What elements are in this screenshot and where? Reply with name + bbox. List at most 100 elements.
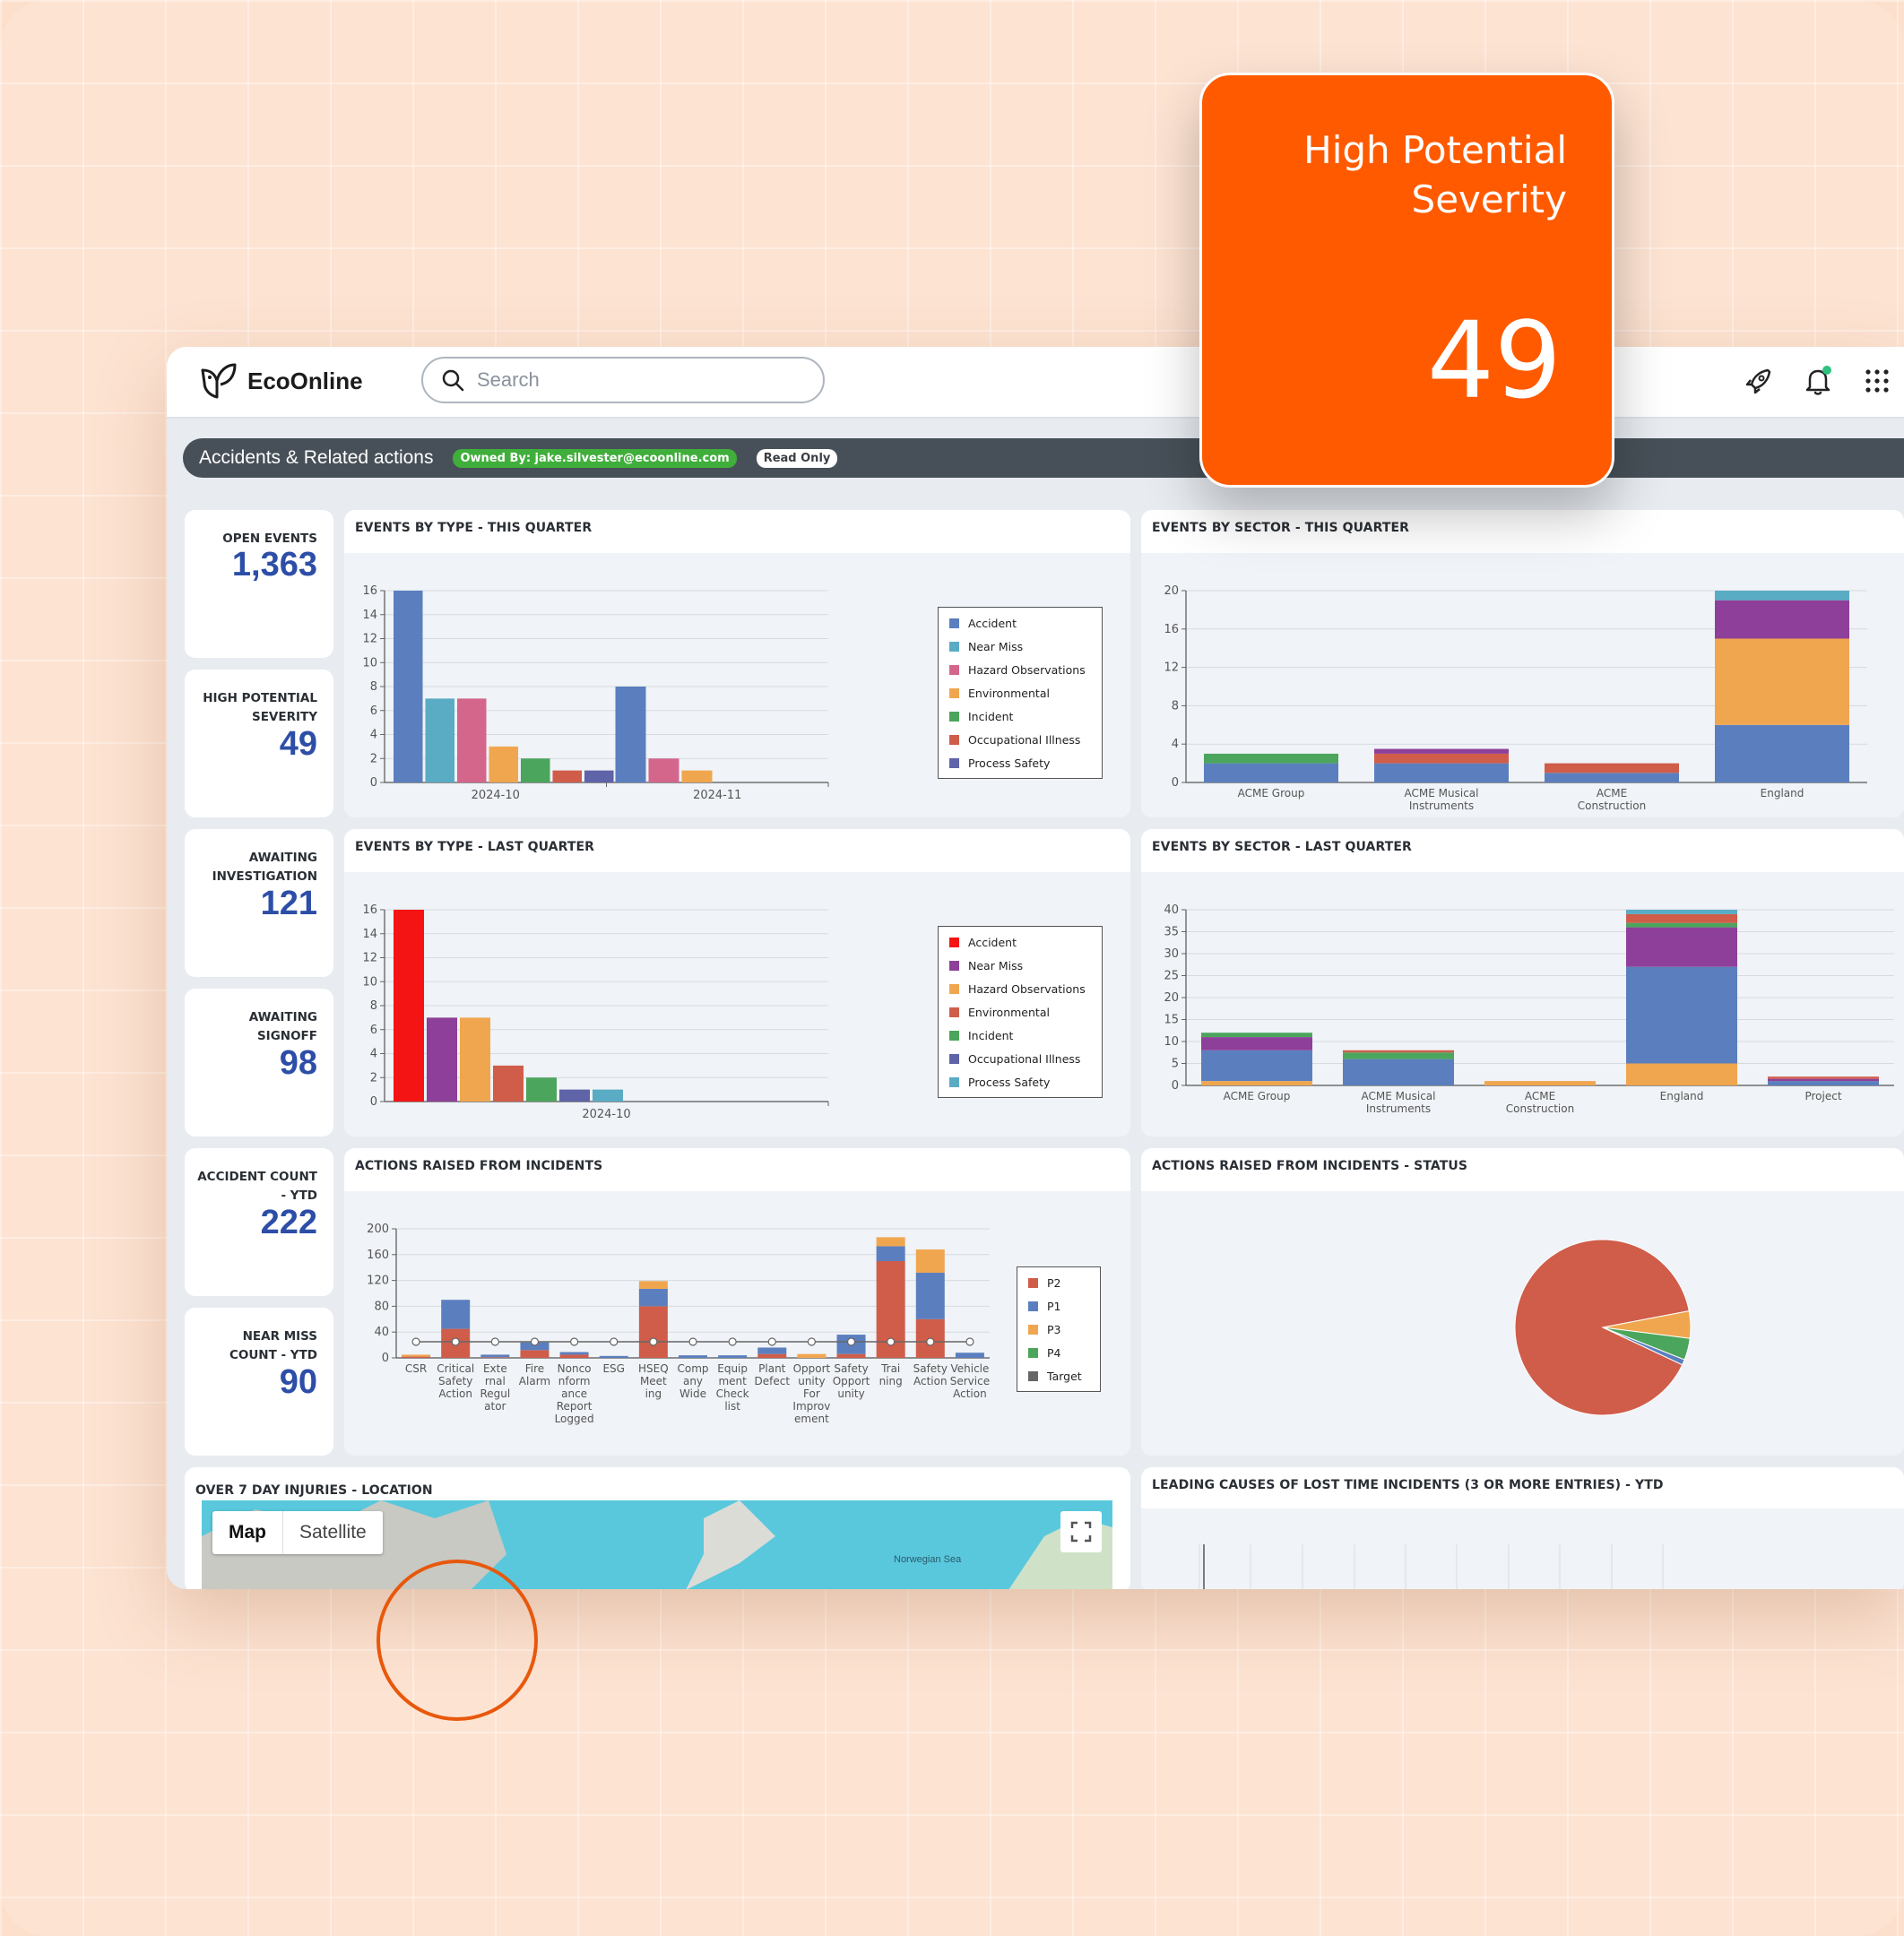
legend-item[interactable]: Occupational Illness: [939, 1047, 1102, 1070]
x-tick-label: Equip: [717, 1362, 748, 1375]
legend-item[interactable]: P1: [1017, 1294, 1100, 1318]
x-tick-label: Construction: [1578, 799, 1646, 812]
x-tick-label: Critical: [437, 1362, 474, 1375]
legend-item[interactable]: Near Miss: [939, 635, 1102, 658]
legend-label: Process Safety: [968, 756, 1051, 770]
legend-item[interactable]: P2: [1017, 1271, 1100, 1294]
chart-legend: Accident Near Miss Hazard Observations Envi…: [938, 607, 1103, 779]
x-tick-label: CSR: [405, 1362, 427, 1375]
dashboard-header: Accidents & Related actions Owned By: ja…: [183, 438, 1904, 478]
bar-segment: [1201, 1081, 1312, 1085]
legend-label: Hazard Observations: [968, 662, 1086, 677]
apps-grid-icon[interactable]: [1859, 363, 1895, 399]
bar-segment: [876, 1237, 905, 1247]
kpi-awaiting-signoff[interactable]: AWAITING SIGNOFF 98: [185, 989, 333, 1137]
y-tick-label: 12: [362, 633, 377, 646]
y-tick-label: 35: [1164, 926, 1179, 939]
y-tick-label: 16: [362, 903, 377, 917]
target-point: [807, 1337, 817, 1346]
bar-segment: [480, 1357, 510, 1358]
y-tick-label: 6: [370, 1024, 377, 1037]
legend-swatch: [949, 983, 959, 994]
bar: [593, 1089, 623, 1102]
bar-segment: [1201, 1033, 1312, 1038]
x-tick-label: list: [724, 1400, 740, 1413]
legend-item[interactable]: Target: [1017, 1364, 1100, 1387]
kpi-accident-count-ytd[interactable]: ACCIDENT COUNT - YTD 222: [185, 1148, 333, 1296]
legend-item[interactable]: Process Safety: [939, 1070, 1102, 1093]
x-tick-label: Logged: [555, 1413, 594, 1425]
panel-body: [1141, 1508, 1904, 1589]
brand-logo[interactable]: EcoOnline: [197, 359, 363, 402]
x-tick-label: 2024-10: [472, 789, 520, 802]
panel-title: EVENTS BY TYPE - THIS QUARTER: [355, 521, 593, 535]
bar-segment: [1343, 1052, 1454, 1059]
bar-segment: [638, 1306, 668, 1358]
legend-item[interactable]: Process Safety: [939, 751, 1102, 774]
map-fullscreen-button[interactable]: [1060, 1511, 1102, 1552]
x-tick-label: ACME Musical: [1405, 787, 1479, 799]
legend-item[interactable]: Accident: [939, 930, 1102, 954]
legend-swatch: [949, 641, 959, 652]
chart-leading-causes-lost-time: [1199, 1544, 1664, 1589]
x-tick-label: 2024-10: [582, 1108, 630, 1121]
search-input[interactable]: [475, 367, 801, 393]
rocket-icon[interactable]: [1741, 363, 1777, 399]
panel-title: EVENTS BY SECTOR - LAST QUARTER: [1152, 840, 1412, 854]
x-tick-label: Nonco: [558, 1362, 592, 1375]
y-tick-label: 12: [1164, 661, 1179, 675]
panel-body: 0 5 10 15 20 25 30 35 40 ACME Group ACME Musical In…: [1141, 872, 1904, 1137]
bar: [526, 1077, 557, 1102]
dashboard-title: Accidents & Related actions: [199, 447, 434, 468]
x-tick-label: Exte: [483, 1362, 507, 1375]
kpi-high-potential-severity[interactable]: HIGH POTENTIAL SEVERITY 49: [185, 670, 333, 817]
bar-segment: [955, 1353, 984, 1358]
x-tick-label: rnal: [485, 1375, 506, 1387]
panel-events-by-sector-last-quarter: EVENTS BY SECTOR - LAST QUARTER 0 5 10 15 20…: [1141, 829, 1904, 1137]
dashboard-window: EcoOnline: [167, 347, 1904, 1589]
legend-item[interactable]: P4: [1017, 1341, 1100, 1364]
kpi-open-events[interactable]: OPEN EVENTS 1,363: [185, 510, 333, 658]
x-tick-label: Action: [913, 1375, 948, 1387]
y-tick-label: 16: [362, 584, 377, 598]
y-tick-label: 2: [370, 1071, 377, 1085]
legend-item[interactable]: Occupational Illness: [939, 728, 1102, 751]
legend-item[interactable]: Environmental: [939, 681, 1102, 704]
map-sea-label: Norwegian Sea: [894, 1554, 962, 1565]
legend-item[interactable]: P3: [1017, 1318, 1100, 1341]
map-tab-satellite[interactable]: Satellite: [299, 1522, 367, 1543]
y-tick-label: 12: [362, 952, 377, 965]
target-point: [846, 1337, 856, 1346]
legend-item[interactable]: Accident: [939, 611, 1102, 635]
kpi-label: ACCIDENT COUNT - YTD: [197, 1170, 317, 1203]
legend-swatch: [1028, 1347, 1038, 1358]
kpi-near-miss-count-ytd[interactable]: NEAR MISS COUNT - YTD 90: [185, 1308, 333, 1456]
legend-label: P3: [1047, 1322, 1061, 1336]
legend-item[interactable]: Hazard Observations: [939, 658, 1102, 681]
legend-item[interactable]: Incident: [939, 1024, 1102, 1047]
legend-item[interactable]: Environmental: [939, 1000, 1102, 1024]
legend-item[interactable]: Near Miss: [939, 954, 1102, 977]
x-tick-label: For: [803, 1387, 820, 1400]
legend-item[interactable]: Hazard Observations: [939, 977, 1102, 1000]
search-box[interactable]: [421, 357, 825, 403]
kpi-awaiting-investigation[interactable]: AWAITING INVESTIGATION 121: [185, 829, 333, 977]
legend-label: Accident: [968, 935, 1017, 949]
x-tick-label: Instruments: [1409, 799, 1474, 812]
bar-segment: [1626, 922, 1737, 928]
high-potential-severity-callout[interactable]: High Potential Severity 49: [1199, 73, 1614, 488]
injury-location-map[interactable]: Map Satellite Norwegian Sea: [202, 1500, 1112, 1589]
map-tab-map[interactable]: Map: [212, 1511, 283, 1554]
chart-legend: P2 P1 P3 P4 Target: [1017, 1266, 1101, 1392]
chart-legend: Accident Near Miss Hazard Observations Envi…: [938, 926, 1103, 1098]
y-tick-label: 10: [1164, 1035, 1179, 1049]
brand-name: EcoOnline: [247, 367, 363, 394]
target-point: [451, 1337, 460, 1346]
x-tick-label: ing: [645, 1387, 662, 1400]
panel-events-by-type-last-quarter: EVENTS BY TYPE - LAST QUARTER 0 2 4 6 8 10 12 1…: [344, 829, 1130, 1137]
legend-item[interactable]: Incident: [939, 704, 1102, 728]
notification-bell-icon[interactable]: [1800, 363, 1836, 399]
y-tick-label: 14: [362, 928, 377, 941]
kpi-value: 49: [279, 725, 317, 763]
x-tick-label: Opport: [793, 1362, 831, 1375]
